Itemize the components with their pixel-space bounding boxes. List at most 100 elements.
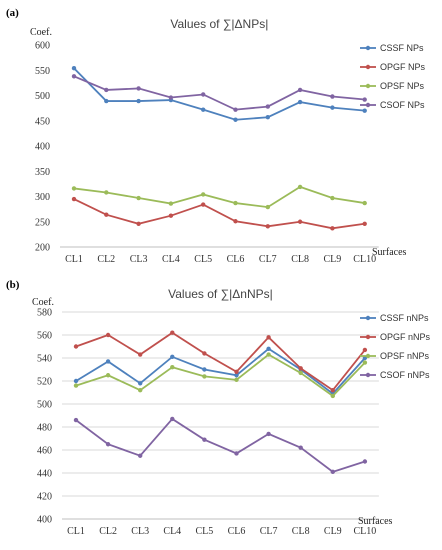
data-point [330,388,335,393]
x-tick-label: CL7 [260,526,278,537]
data-point [330,105,335,110]
legend-marker [365,45,371,51]
data-point [71,186,77,191]
data-point [234,373,239,378]
data-point [233,107,238,112]
data-point [73,378,79,384]
x-tick-label: CL9 [324,526,342,537]
data-point [170,365,175,370]
legend-label: CSSF nNPs [380,313,429,323]
y-tick-label: 520 [37,377,52,388]
data-point [265,224,270,229]
data-point [105,442,111,447]
y-tick-label: 440 [37,469,52,480]
data-point [138,453,143,458]
series-line [75,347,366,395]
data-point [265,104,270,109]
data-point [362,347,368,353]
legend-label: CSOF NPs [380,100,425,110]
data-point [170,416,175,422]
x-axis-label: Surfaces [372,247,407,258]
y-tick-label: 420 [37,492,52,503]
y-tick-label: 500 [35,91,50,102]
legend-label: CSSF NPs [380,43,424,53]
y-tick-label: 540 [37,354,52,365]
y-tick-label: 460 [37,446,52,457]
legend-item: OPSF NPs [360,81,425,91]
data-point [233,117,238,122]
data-point [298,370,303,376]
series-csof-nps [71,74,367,112]
data-point [234,369,239,374]
data-point [138,381,143,386]
data-point [330,195,335,201]
data-point [266,346,271,351]
legend-item: OPGF nNPs [360,332,431,342]
data-point [104,98,109,104]
chart-panel-0: (a) Values of ∑|ΔNPs| Coef. 200 250 300 350 400… [6,7,426,265]
data-point [266,335,271,340]
data-point [298,445,303,450]
data-point [202,351,207,356]
data-point [201,202,206,207]
series-cssf-nps [71,66,367,122]
chart-title: Values of ∑|ΔNPs| [170,17,268,31]
legend-label: OPSF nNPs [380,351,430,361]
legend-label: OPGF NPs [380,62,426,72]
x-tick-label: CL10 [354,526,377,537]
data-point [362,97,367,102]
x-tick-label: CL9 [324,254,342,265]
y-axis-label: Coef. [30,27,52,38]
legend-marker [365,353,371,359]
data-point [362,459,368,464]
data-point [104,87,109,93]
y-tick-label: 550 [35,66,50,77]
series-line [75,331,366,392]
legend-marker [365,102,371,108]
legend-item: CSOF NPs [360,100,425,110]
data-point [105,373,111,378]
data-point [297,219,303,224]
x-tick-label: CL1 [65,254,83,265]
chart-title: Values of ∑|ΔnNPs| [168,287,273,301]
data-point [298,366,303,371]
series-line [75,417,366,473]
data-point [233,219,238,224]
data-point [170,330,175,335]
legend-marker [365,83,371,89]
x-tick-label: CL4 [163,526,181,537]
data-point [201,92,206,97]
data-point [297,99,303,105]
data-point [202,374,207,379]
data-point [202,437,207,442]
data-point [136,98,141,104]
data-point [234,377,239,383]
data-point [138,352,143,357]
x-tick-label: CL5 [194,254,212,265]
legend-marker [365,334,371,340]
data-point [265,204,270,210]
data-point [265,115,270,120]
legend-item: CSSF nNPs [360,313,429,323]
legend-item: OPGF NPs [360,62,426,72]
y-tick-label: 450 [35,116,50,127]
legend-item: OPSF nNPs [360,351,430,361]
data-point [138,388,143,393]
x-tick-label: CL8 [292,526,310,537]
data-point [104,212,109,217]
y-tick-label: 300 [35,192,50,203]
legend-marker [365,64,371,70]
y-tick-label: 560 [37,331,52,342]
series-opsf-nps [71,184,367,210]
data-point [136,195,141,201]
series-line [73,198,365,230]
series-csof-nnps [73,416,368,475]
data-point [73,383,79,388]
data-point [168,201,174,206]
x-tick-label: CL7 [259,254,277,265]
legend-marker [365,372,371,378]
data-point [330,393,335,399]
data-point [330,469,335,475]
data-point [71,74,77,79]
data-point [71,196,77,202]
